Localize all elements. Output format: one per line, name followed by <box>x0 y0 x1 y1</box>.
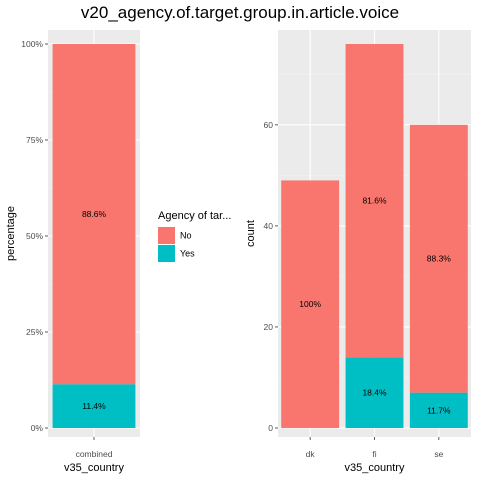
y-tick-label: 0 <box>268 423 273 433</box>
legend: Agency of tar... No Yes <box>158 210 231 262</box>
bar-label-no-combined: 88.6% <box>82 209 107 219</box>
bar-yes-fi <box>345 357 404 428</box>
legend-label-no: No <box>180 231 192 241</box>
x-tick-label-dk: dk <box>306 449 316 459</box>
right-panel: 0 20 40 60 100% dk 18.4% 81.6% fi 11.7% 88.3% se v35… <box>245 30 471 474</box>
y-tick-label: 20 <box>264 322 274 332</box>
bar-label-yes-combined: 11.4% <box>82 401 106 411</box>
legend-title: Agency of tar... <box>158 210 231 222</box>
y-axis-title: count <box>245 220 257 247</box>
bar-label-no-fi: 81.6% <box>362 196 387 206</box>
bar-label-no-dk: 100% <box>299 299 321 309</box>
bar-yes-se <box>409 392 468 428</box>
x-axis-title: v35_country <box>64 462 124 474</box>
y-tick-label: 50% <box>26 231 43 241</box>
y-tick-label: 75% <box>26 135 43 145</box>
y-tick-label: 25% <box>26 327 43 337</box>
legend-label-yes: Yes <box>180 249 195 259</box>
y-tick-label: 40 <box>264 221 274 231</box>
y-axis-title: percentage <box>5 206 17 261</box>
chart-title: v20_agency.of.target.group.in.article.vo… <box>81 3 399 22</box>
bar-no-dk <box>281 180 340 428</box>
bar-yes-combined <box>52 384 136 428</box>
bar-no-fi <box>345 44 404 358</box>
legend-swatch-no <box>158 227 175 244</box>
bar-no-se <box>409 124 468 393</box>
bar-label-yes-fi: 18.4% <box>362 388 387 398</box>
y-tick-label: 0% <box>31 423 44 433</box>
x-tick-label-fi: fi <box>372 449 376 459</box>
y-tick-label: 60 <box>264 120 274 130</box>
y-tick-label: 100% <box>21 39 43 49</box>
legend-swatch-yes <box>158 245 175 262</box>
bar-label-yes-se: 11.7% <box>427 405 451 415</box>
bar-no-combined <box>52 44 136 385</box>
x-tick-label-se: se <box>434 449 443 459</box>
bar-label-no-se: 88.3% <box>427 254 452 264</box>
x-axis-title: v35_country <box>345 462 405 474</box>
x-tick-label-combined: combined <box>76 449 113 459</box>
left-panel: 0% 25% 50% 75% 100% 11.4% 88.6% combined v35_cou… <box>5 30 140 474</box>
